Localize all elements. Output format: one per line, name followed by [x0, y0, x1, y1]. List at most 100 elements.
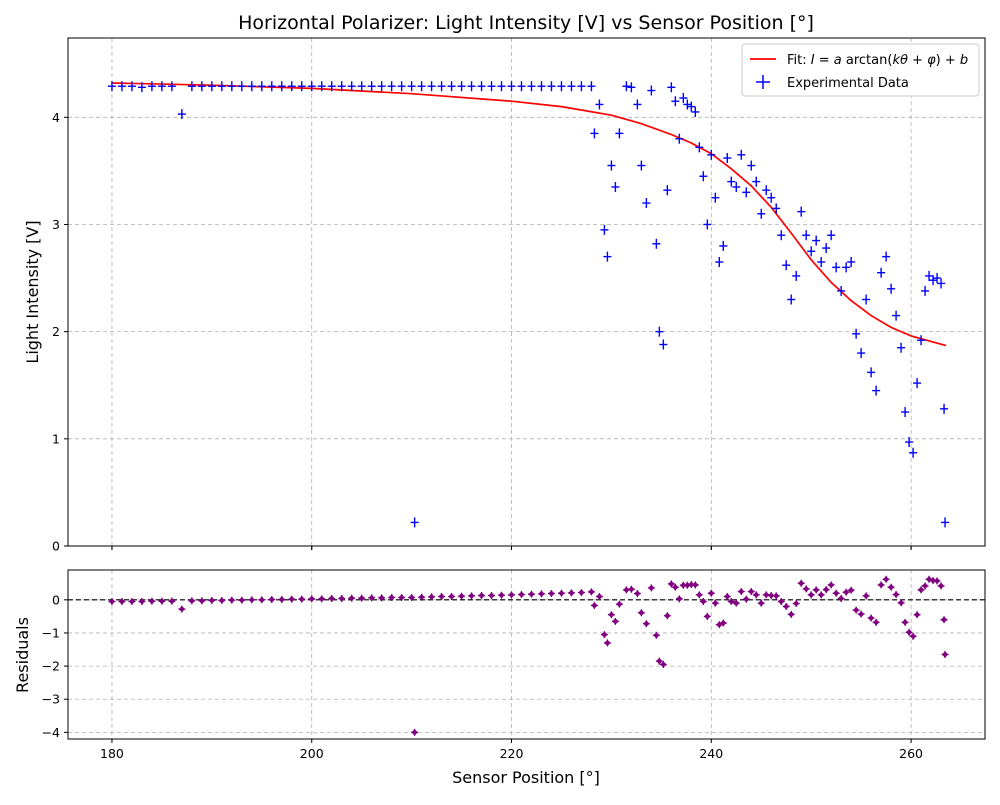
data-point — [837, 285, 846, 296]
data-point — [595, 99, 604, 110]
residual-point — [498, 591, 506, 599]
legend-data-label: Experimental Data — [787, 76, 909, 91]
residual-point — [622, 586, 630, 594]
data-point — [687, 101, 696, 112]
data-point — [611, 181, 620, 192]
residual-point — [742, 595, 750, 603]
residual-point — [108, 597, 116, 605]
data-point — [627, 82, 636, 93]
residual-point — [917, 586, 925, 594]
data-point — [207, 81, 216, 92]
data-point — [647, 85, 656, 96]
data-point — [679, 93, 688, 104]
residual-point — [518, 591, 526, 599]
residual-point — [587, 588, 595, 596]
residual-point — [398, 594, 406, 602]
data-point — [940, 403, 949, 414]
data-point — [941, 517, 950, 528]
data-point — [711, 192, 720, 203]
residual-point — [909, 632, 917, 640]
residuals-y-tick-label: −4 — [42, 725, 60, 740]
data-point — [127, 81, 136, 92]
residual-point — [937, 582, 945, 590]
residual-point — [921, 582, 929, 590]
data-point — [737, 149, 746, 160]
residual-point — [378, 594, 386, 602]
residual-point — [655, 657, 663, 665]
data-point — [847, 256, 856, 267]
data-point — [715, 256, 724, 267]
chart-title: Horizontal Polarizer: Light Intensity [V… — [238, 12, 814, 34]
data-point — [817, 256, 826, 267]
residual-point — [691, 581, 699, 589]
residual-point — [711, 599, 719, 607]
residuals-plot-panel: 180 200 220 240 260 0 −1 −2 −3 −4 Residuals Senso… — [13, 569, 986, 787]
data-point — [247, 81, 256, 92]
data-point — [921, 285, 930, 296]
residual-point — [627, 585, 635, 593]
data-point — [367, 81, 376, 92]
data-point — [457, 81, 466, 92]
residual-point — [787, 610, 795, 618]
data-point — [727, 176, 736, 187]
data-point — [842, 262, 851, 273]
data-point — [707, 149, 716, 160]
data-point — [872, 385, 881, 396]
residual-point — [595, 593, 603, 601]
data-point — [633, 99, 642, 110]
residuals-y-axis-label: Residuals — [13, 617, 32, 693]
residual-point — [338, 594, 346, 602]
data-point — [497, 81, 506, 92]
residual-point — [288, 595, 296, 603]
residual-point — [418, 593, 426, 601]
data-point — [347, 81, 356, 92]
data-point — [777, 230, 786, 241]
x-axis-label: Sensor Position [°] — [452, 768, 600, 787]
residuals-plot-frame — [67, 569, 986, 740]
residuals-axes: 180 200 220 240 260 0 −1 −2 −3 −4 — [42, 592, 923, 761]
residual-point — [278, 595, 286, 603]
residual-point — [732, 599, 740, 607]
data-point — [410, 517, 419, 528]
data-point — [802, 230, 811, 241]
residual-point — [615, 600, 623, 608]
residual-point — [817, 591, 825, 599]
residual-point — [328, 594, 336, 602]
data-point — [487, 81, 496, 92]
residual-point — [188, 597, 196, 605]
residual-point — [797, 579, 805, 587]
residual-point — [158, 597, 166, 605]
residual-point — [607, 611, 615, 619]
data-point — [517, 81, 526, 92]
data-point — [137, 82, 146, 93]
data-point — [615, 128, 624, 139]
residual-point — [757, 599, 765, 607]
data-point — [600, 224, 609, 235]
data-point — [267, 81, 276, 92]
residual-point — [862, 592, 870, 600]
residual-point — [933, 577, 941, 585]
residual-point — [867, 614, 875, 622]
residual-point — [913, 611, 921, 619]
data-point — [812, 235, 821, 246]
residual-point — [590, 601, 598, 609]
data-point — [437, 81, 446, 92]
residual-point — [138, 597, 146, 605]
residual-point — [348, 594, 356, 602]
data-point — [937, 278, 946, 289]
x-tick-label: 260 — [899, 746, 923, 761]
data-point — [652, 238, 661, 249]
residual-point — [547, 590, 555, 598]
residual-point — [675, 595, 683, 603]
residual-point — [458, 592, 466, 600]
data-point — [237, 81, 246, 92]
data-point — [852, 328, 861, 339]
data-point — [547, 81, 556, 92]
main-y-tick-label: 1 — [52, 431, 60, 446]
data-point — [862, 294, 871, 305]
residual-point — [647, 584, 655, 592]
data-point — [477, 81, 486, 92]
residual-point — [941, 651, 949, 658]
